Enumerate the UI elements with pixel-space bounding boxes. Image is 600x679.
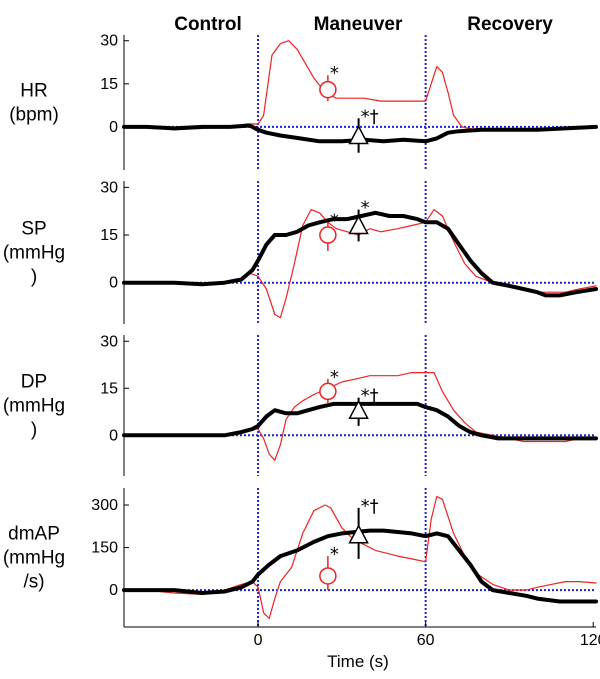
panel-2: 0 15 30 SP (mmHg) * * [3,179,598,324]
series-line-thick [122,210,598,298]
phase-labels: Control Maneuver Recovery [174,14,553,35]
series-line-thick [122,528,598,604]
y-axis-label-line: ) [31,267,37,288]
x-tick-label: 60 [417,632,435,649]
y-tick-label: 0 [109,119,118,136]
significance-annotation: * [330,63,339,84]
significance-annotation: *† [361,386,379,407]
significance-annotation: * [330,544,339,565]
phase-label-control: Control [174,14,242,35]
y-tick-label: 15 [100,76,118,93]
phase-label-recovery: Recovery [467,14,553,35]
x-axis-label: Time (s) [327,652,389,671]
y-tick-label: 30 [100,33,118,50]
triangle-marker [348,524,369,544]
series-line-thin [123,495,597,620]
panel-4: 0 150 300 dmAP (mmHg/s) * *† [3,488,598,627]
panel-3: 0 15 30 DP (mmHg) * *† [3,333,598,476]
y-tick-label: 15 [100,380,118,397]
y-tick-label: 150 [91,540,118,557]
y-tick-label: 30 [100,179,118,196]
y-axis-label-line: SP [21,219,46,240]
significance-annotation: * [330,210,339,231]
series-line-thick [122,401,598,441]
circle-marker [319,382,337,401]
x-axis: 0 60 120 [124,622,600,649]
y-axis-label-line: dmAP [8,524,60,545]
y-axis-label-line: HR [20,81,47,102]
significance-annotation: *† [361,106,379,127]
y-axis-label-line: (bpm) [9,105,59,126]
triangle-marker [348,399,369,419]
series-line-thin [123,40,597,131]
y-axis-label-line: DP [21,372,47,393]
y-tick-label: 300 [91,497,118,514]
triangle-marker [348,214,369,235]
x-tick-label: 120 [580,632,600,649]
y-tick-label: 0 [109,275,118,292]
y-axis-label-line: /s) [23,572,44,593]
phase-label-maneuver: Maneuver [314,14,403,35]
circle-marker [319,226,337,244]
y-tick-label: 0 [109,582,118,599]
y-axis-label-line: (mmHg [3,548,65,569]
y-axis-label-line: (mmHg [3,396,65,417]
circle-marker [319,80,337,99]
circle-marker [319,567,337,585]
panel-1: 0 15 30 HR (bpm) * *† [9,33,598,170]
significance-annotation: * [361,198,370,219]
y-tick-label: 0 [109,427,118,444]
x-tick-label: 0 [254,632,263,649]
panels: 0 15 30 HR (bpm) * *† 0 15 30 SP (mmHg) * * 0 15 30 DP (mm… [3,33,598,627]
y-axis-label-line: (mmHg [3,243,65,264]
triangle-marker [348,124,369,145]
significance-annotation: * [330,367,339,388]
y-axis-label-line: ) [31,420,37,441]
y-tick-label: 15 [100,227,118,244]
y-tick-label: 30 [100,333,118,350]
significance-annotation: *† [361,496,379,517]
